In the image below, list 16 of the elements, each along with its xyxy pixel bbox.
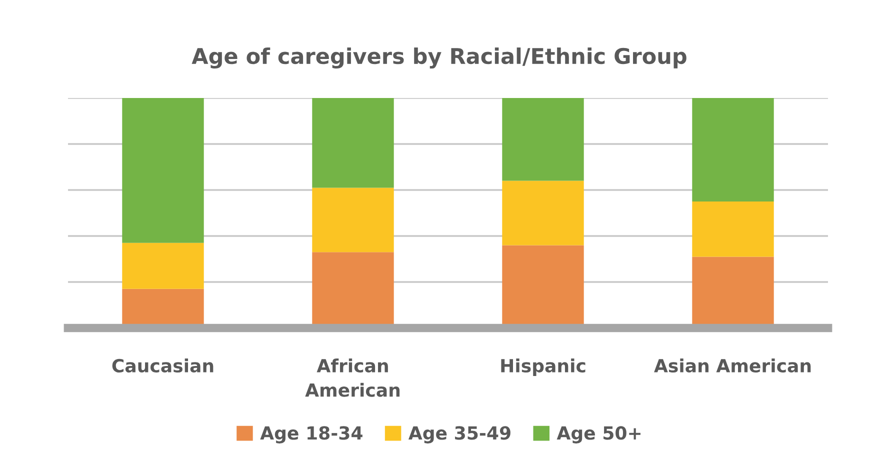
x-tick-label: Hispanic bbox=[501, 358, 586, 376]
bar bbox=[692, 98, 774, 202]
legend-label: Age 50+ bbox=[556, 426, 640, 444]
bar bbox=[122, 242, 204, 289]
x-tick-label: Caucasian bbox=[112, 358, 214, 373]
legend-label: Age 35-49 bbox=[408, 426, 510, 444]
bar bbox=[692, 202, 774, 257]
bar bbox=[122, 98, 204, 243]
legend-label: Age 18-34 bbox=[260, 426, 362, 444]
x-tick-label: African American bbox=[305, 358, 400, 397]
bar bbox=[312, 98, 394, 188]
x-tick-label: Asian American bbox=[654, 358, 811, 373]
bar bbox=[312, 188, 394, 252]
chart-title: Age of caregivers by Racial/Ethnic Group bbox=[192, 48, 686, 68]
bar bbox=[502, 180, 584, 246]
bar bbox=[502, 98, 584, 181]
